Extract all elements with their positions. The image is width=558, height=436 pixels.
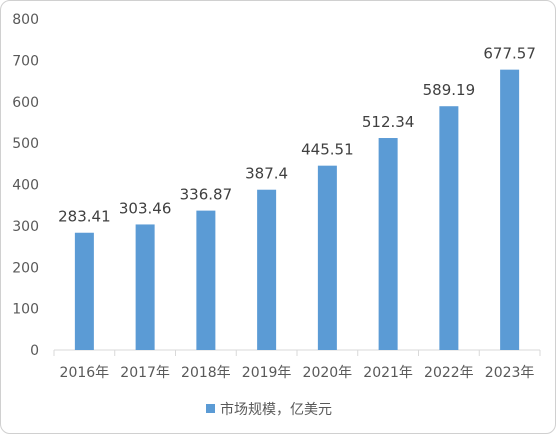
x-tick-label: 2016年 [60,365,110,381]
bar [317,165,337,350]
y-tick-label: 400 [12,178,39,194]
y-tick-label: 600 [12,95,39,111]
bar [257,189,277,350]
y-tick-label: 700 [12,53,39,69]
bar-data-label: 283.41 [58,208,111,226]
bar-data-label: 677.57 [483,45,536,63]
x-tick-label: 2020年 [303,365,353,381]
bar-data-label: 512.34 [362,113,415,131]
legend-label: 市场规模，亿美元 [220,401,332,418]
x-tick-label: 2021年 [363,365,413,381]
bar-data-label: 589.19 [423,81,476,99]
bar [378,138,398,350]
bar-data-label: 387.4 [245,165,288,183]
y-tick-label: 500 [12,136,39,152]
y-tick-label: 0 [30,343,39,359]
y-tick-label: 300 [12,219,39,235]
bar-data-label: 303.46 [119,199,172,217]
bar [439,106,459,350]
x-tick-label: 2023年 [485,365,535,381]
x-tick-label: 2018年 [181,365,231,381]
y-tick-label: 100 [12,302,39,318]
y-tick-label: 800 [12,12,39,28]
bar [74,232,94,350]
x-tick-label: 2022年 [424,365,474,381]
bar-data-label: 336.87 [180,186,233,204]
bar [500,69,520,351]
bar [135,224,155,350]
legend-swatch [206,404,215,413]
bar [196,210,216,350]
bar-data-label: 445.51 [301,141,354,159]
x-tick-label: 2019年 [242,365,292,381]
x-tick-label: 2017年 [120,365,170,381]
y-tick-label: 200 [12,260,39,276]
